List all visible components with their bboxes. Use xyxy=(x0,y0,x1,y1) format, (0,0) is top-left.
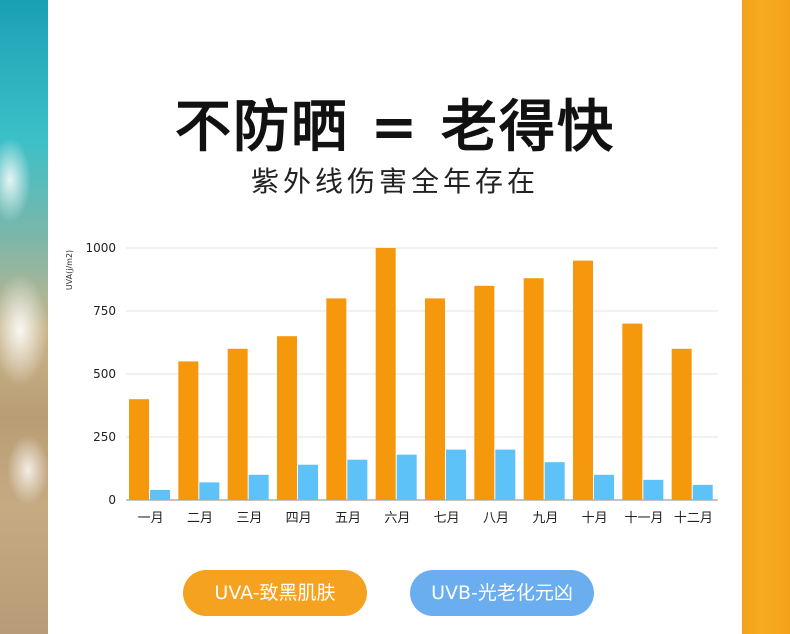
uvb-bar xyxy=(446,449,466,500)
uvb-bar xyxy=(495,449,516,500)
x-tick-label: 十二月 xyxy=(674,511,713,526)
y-tick-label: 0 xyxy=(108,493,116,507)
uvb-bar xyxy=(199,482,220,500)
x-tick-label: 九月 xyxy=(532,511,558,526)
page-subtitle: 紫外线伤害全年存在 xyxy=(250,165,539,198)
y-tick-label: 250 xyxy=(93,430,116,444)
x-tick-label: 十一月 xyxy=(624,511,663,526)
page-title: 不防晒 = 老得快 xyxy=(175,95,615,160)
legend-uvb-pill: UVB-光老化元凶 xyxy=(410,570,594,616)
legend-uva-pill: UVA-致黑肌肤 xyxy=(183,570,367,616)
uv-bar-chart: 0 250 500 750 1000 一月 二月 三月 四月 五月 六月 七月 八月 九月 十月 十一月 十二月… xyxy=(60,236,730,536)
uvb-bar xyxy=(150,489,170,500)
uva-bar xyxy=(227,348,248,500)
uva-bar xyxy=(622,323,643,500)
beach-image-left xyxy=(0,0,48,634)
uva-bar xyxy=(523,278,544,500)
uvb-bar xyxy=(396,454,417,500)
uva-bar xyxy=(671,348,692,500)
uva-bar xyxy=(425,298,445,500)
y-tick-label: 1000 xyxy=(85,241,116,255)
x-tick-label: 五月 xyxy=(335,511,361,526)
uvb-bar xyxy=(692,484,713,500)
x-tick-label: 十月 xyxy=(582,511,608,526)
x-tick-label: 三月 xyxy=(236,511,262,526)
uvb-bar xyxy=(248,474,269,500)
x-tick-label: 四月 xyxy=(286,511,312,526)
x-tick-label: 六月 xyxy=(384,511,410,526)
x-tick-label: 二月 xyxy=(187,511,213,526)
y-tick-label: 750 xyxy=(93,304,116,318)
uva-bar xyxy=(573,260,593,500)
orange-strip-right xyxy=(742,0,790,634)
uva-bar xyxy=(277,336,297,500)
uvb-bar xyxy=(643,479,664,500)
uva-bar xyxy=(178,361,199,500)
uvb-bar xyxy=(594,474,614,500)
uva-bar xyxy=(375,248,396,500)
uva-bar xyxy=(129,399,149,500)
y-tick-label: 500 xyxy=(93,367,116,381)
x-tick-label: 八月 xyxy=(483,511,509,526)
uvb-bar xyxy=(347,459,368,500)
uvb-bar xyxy=(298,464,318,500)
uva-bar xyxy=(474,285,495,500)
x-tick-label: 七月 xyxy=(434,511,460,526)
y-axis-label: UVA(j/m2) xyxy=(65,250,74,290)
x-tick-label: 一月 xyxy=(138,511,164,526)
chart-svg: 0 250 500 750 1000 一月 二月 三月 四月 五月 六月 七月 八月 九月 十月 十一月 十二月… xyxy=(65,241,718,526)
uvb-bar xyxy=(544,462,565,500)
uva-bar xyxy=(326,298,347,500)
